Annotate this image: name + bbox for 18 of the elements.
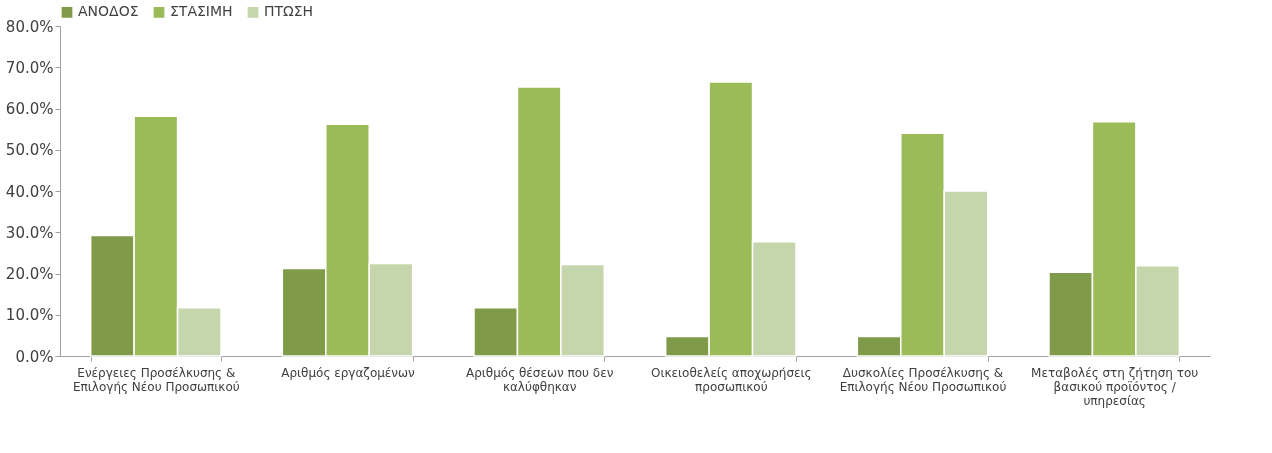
legend-label: ΣΤΑΣΙΜΗ (170, 3, 233, 20)
x-tick-label: Αριθμός εργαζομένων (281, 365, 416, 380)
y-tick-label: 30.0% (5, 223, 54, 242)
x-tick-label: Αριθμός θέσεων που δεν καλύφθηκαν (465, 365, 614, 394)
y-tick-label: 80.0% (5, 17, 54, 36)
x-tick-label: Ενέργειες Προσέλκυσης & Επιλογής Νέου Προσωπικού (72, 365, 240, 394)
x-tick-label: Δυσκολίες Προσέλκυσης & Επιλογής Νέου Προσωπικού (839, 365, 1007, 394)
y-tick-label: 50.0% (5, 141, 54, 160)
y-tick-label: 60.0% (5, 100, 54, 118)
legend-label: ΑΝΟΔΟΣ (78, 3, 139, 20)
y-tick-label: 70.0% (5, 58, 54, 77)
legend-label: ΠΤΩΣΗ (264, 3, 314, 20)
y-tick-label: 0.0% (15, 347, 54, 366)
x-tick-label: Οικειοθελείς αποχωρήσεις προσωπικού (650, 365, 812, 394)
y-tick-label: 20.0% (5, 265, 54, 283)
x-tick-label: Μεταβολές στη ζήτηση του βασικού προϊόντος / υπηρεσίας (1031, 365, 1199, 408)
y-tick-label: 40.0% (5, 182, 54, 201)
y-tick-label: 10.0% (5, 306, 54, 325)
